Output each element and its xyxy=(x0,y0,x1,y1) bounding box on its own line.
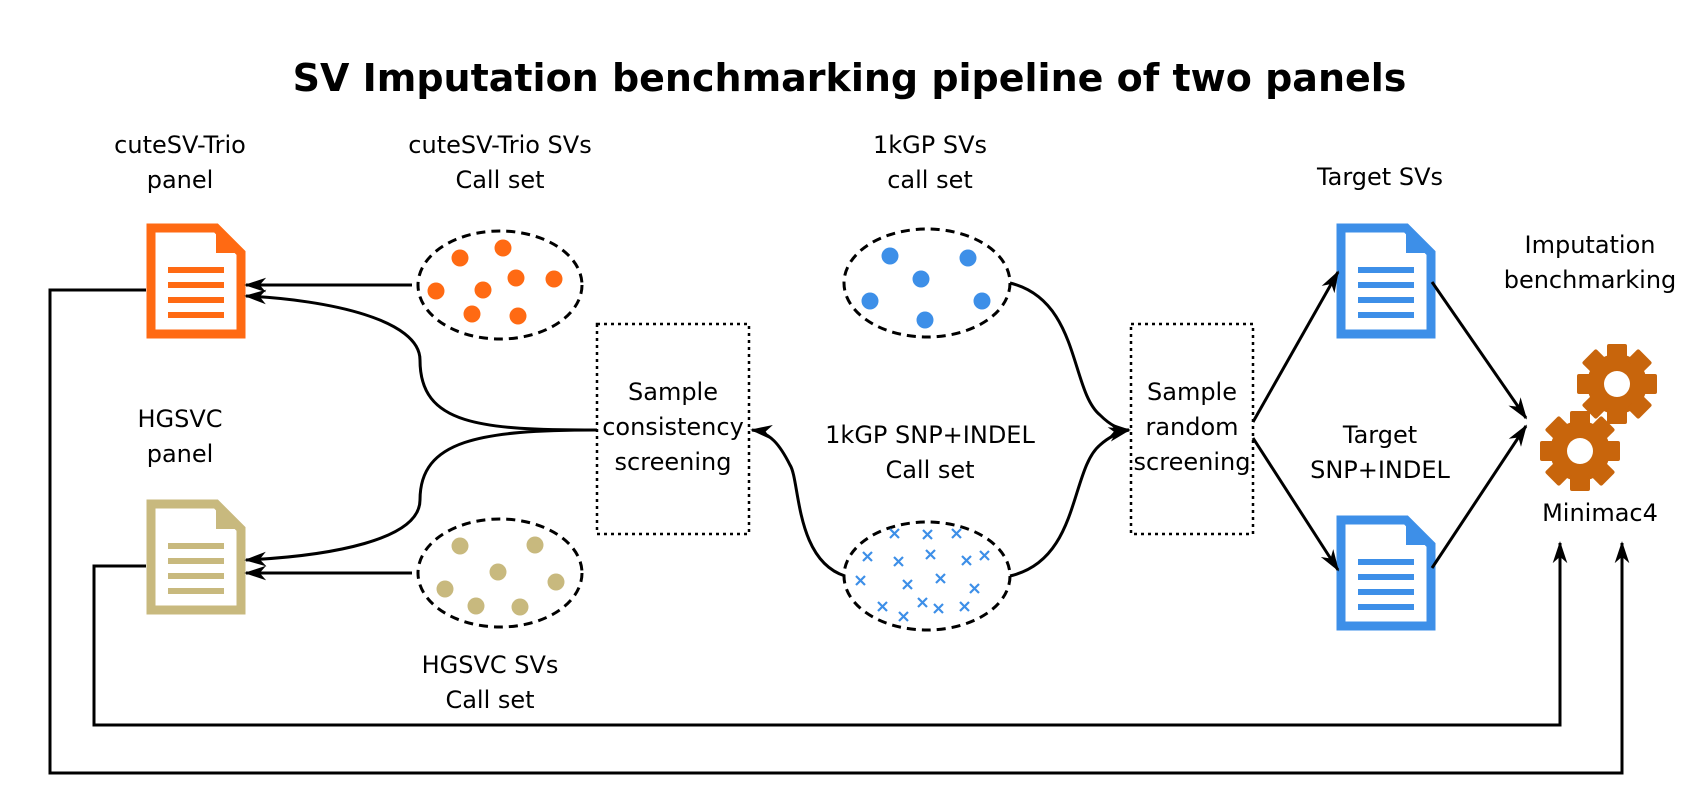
random-screening-box xyxy=(1129,322,1255,536)
arrow-consistency-to-cutesv-panel xyxy=(244,289,598,432)
label-minimac4: Minimac4 xyxy=(1542,499,1658,527)
cutesv-callset-ellipse xyxy=(416,229,584,341)
arrow-random-to-target-svs xyxy=(1251,270,1340,423)
label-kgp-sv-callset: 1kGP SVs call set xyxy=(872,131,988,194)
arrow-random-to-target-snp xyxy=(1251,437,1340,572)
label-imputation-benchmarking: Imputation benchmarking xyxy=(1503,231,1677,294)
label-cutesv-panel: cuteSV-Trio panel xyxy=(114,131,246,194)
hgsvc-callset-ellipse xyxy=(416,517,584,629)
label-cutesv-callset: cuteSV-Trio SVs Call set xyxy=(408,131,592,194)
label-random-screening: Sample random screening xyxy=(1133,378,1251,476)
arrow-target-snp-to-minimac xyxy=(1430,424,1528,569)
gear-icon-bottom xyxy=(1540,411,1620,491)
diagram-title: SV Imputation benchmarking pipeline of t… xyxy=(292,56,1407,100)
label-hgsvc-panel: HGSVC panel xyxy=(137,405,223,468)
arrow-kgp-snp-to-consistency xyxy=(750,424,846,578)
label-consistency-screening: Sample consistency screening xyxy=(602,378,744,476)
hgsvc-panel-document-icon xyxy=(151,504,241,610)
label-hgsvc-callset: HGSVC SVs Call set xyxy=(421,651,559,714)
arrow-kgp-sv-to-random xyxy=(1009,281,1131,438)
arrow-cutesv-panel-to-minimac xyxy=(48,288,1630,775)
kgp-sv-callset-ellipse xyxy=(842,227,1012,339)
target-snp-document-icon xyxy=(1341,520,1431,626)
label-target-snp: Target SNP+INDEL xyxy=(1310,421,1450,484)
target-svs-document-icon xyxy=(1341,228,1431,334)
consistency-screening-box xyxy=(595,322,751,536)
label-target-svs: Target SVs xyxy=(1316,163,1444,191)
label-kgp-snp-callset: 1kGP SNP+INDEL Call set xyxy=(825,421,1035,484)
arrow-kgp-snp-to-random xyxy=(1009,427,1131,578)
arrow-consistency-to-hgsvc-panel xyxy=(244,428,598,567)
arrow-hgsvc-panel-to-minimac xyxy=(92,541,1568,727)
cutesv-panel-document-icon xyxy=(151,228,241,334)
kgp-snp-callset-ellipse xyxy=(842,520,1012,632)
arrow-target-svs-to-minimac xyxy=(1430,281,1528,420)
